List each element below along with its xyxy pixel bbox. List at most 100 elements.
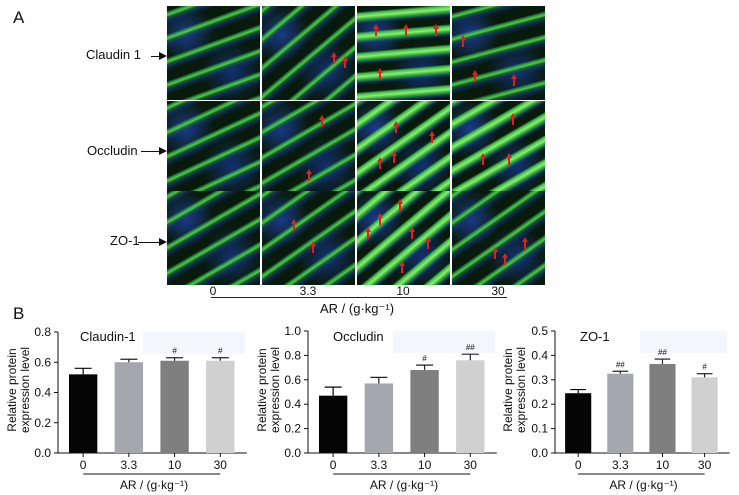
x-tick-label: 10 xyxy=(418,458,432,472)
background-shade xyxy=(143,332,245,354)
red-arrow-marker xyxy=(377,157,383,169)
micrograph-claudin1-dose30 xyxy=(452,6,545,100)
dose-label: 3.3 xyxy=(299,284,317,298)
x-axis-label: AR / (g·kg⁻¹) xyxy=(609,478,677,492)
bar xyxy=(691,377,718,453)
micrograph-claudin1-dose3-3 xyxy=(262,6,355,100)
micrograph-zo1-dose10 xyxy=(357,191,450,285)
red-arrow-marker xyxy=(403,24,409,36)
red-arrow-marker xyxy=(397,199,403,211)
red-arrow-marker xyxy=(391,151,397,163)
x-tick-label: 30 xyxy=(464,458,478,472)
row-arrow-zo-1 xyxy=(138,238,167,246)
x-tick-label: 0 xyxy=(575,458,582,472)
y-tick-label: 0.8 xyxy=(34,325,51,339)
y-axis-label: Relative proteinexpression level xyxy=(5,347,32,433)
row-arrow-claudin-1 xyxy=(151,52,167,60)
y-axis-label-line: Relative protein xyxy=(5,348,19,431)
micrograph-zo1-dose0 xyxy=(167,191,260,285)
micrograph-zo1-dose3-3 xyxy=(262,191,355,285)
red-arrow-marker xyxy=(377,213,383,225)
chart-title: ZO-1 xyxy=(580,329,610,344)
y-tick-label: 0.2 xyxy=(284,422,301,436)
y-axis-label-line: Relative protein xyxy=(255,348,269,431)
y-tick-label: 0.5 xyxy=(531,324,548,338)
red-arrow-marker xyxy=(310,241,316,253)
x-tick-label: 30 xyxy=(214,458,228,472)
red-arrow-marker xyxy=(511,74,517,86)
dose-label: 10 xyxy=(396,284,410,298)
x-axis-label: AR / (g·kg⁻¹) xyxy=(370,478,438,492)
row-arrow-occludin xyxy=(141,147,167,155)
y-tick-label: 0.6 xyxy=(284,373,301,387)
y-tick-label: 0.0 xyxy=(34,446,51,460)
x-tick-label: 10 xyxy=(168,458,182,472)
y-tick-label: 0.1 xyxy=(531,422,548,436)
background-shade xyxy=(393,331,495,353)
bar xyxy=(607,373,634,453)
red-arrow-marker xyxy=(510,113,516,125)
row-label-zo-1: ZO-1 xyxy=(110,233,140,248)
x-tick-label: 3.3 xyxy=(612,458,629,472)
micrograph-zo1-dose30 xyxy=(452,191,545,285)
bar xyxy=(114,362,144,453)
y-tick-label: 0.3 xyxy=(531,373,548,387)
y-tick-label: 0.0 xyxy=(531,446,548,460)
red-arrow-marker xyxy=(399,261,405,273)
bar xyxy=(410,370,439,453)
red-arrow-marker xyxy=(306,169,312,181)
x-tick-label: 10 xyxy=(656,458,670,472)
bar xyxy=(456,360,485,453)
red-arrow-marker xyxy=(291,219,297,231)
y-tick-label: 0.4 xyxy=(531,348,548,362)
red-arrow-marker xyxy=(480,153,486,165)
bar xyxy=(318,395,348,453)
x-tick-label: 0 xyxy=(330,458,337,472)
red-arrow-marker xyxy=(429,131,435,143)
red-arrow-marker xyxy=(502,253,508,265)
red-arrow-marker xyxy=(522,237,528,249)
micrograph-claudin1-dose10 xyxy=(357,6,450,100)
significance-mark: # xyxy=(702,363,707,372)
y-tick-label: 0.2 xyxy=(531,397,548,411)
x-tick-label: 30 xyxy=(698,458,712,472)
red-arrow-marker xyxy=(409,227,415,239)
bar xyxy=(649,363,676,453)
x-tick-label: 0 xyxy=(80,458,87,472)
y-tick-label: 0.0 xyxy=(284,446,301,460)
micrograph-claudin1-dose0 xyxy=(167,6,260,100)
x-tick-label: 3.3 xyxy=(371,458,388,472)
micrograph-occludin-dose3-3 xyxy=(262,101,355,195)
y-tick-label: 0.2 xyxy=(34,416,51,430)
micrograph-occludin-dose10 xyxy=(357,101,450,195)
significance-mark: # xyxy=(172,347,177,356)
y-axis-label-line: expression level xyxy=(18,347,32,433)
x-axis-label: AR / (g·kg⁻¹) xyxy=(120,478,188,492)
significance-mark: # xyxy=(218,347,223,356)
chart-title: Occludin xyxy=(333,329,384,344)
chart-occludin: 0.0 0.2 0.4 0.6 0.8 1.0 0 3.3 10 #30 ## Occludin Rel… xyxy=(255,324,497,492)
micrograph-occludin-dose30 xyxy=(452,101,545,195)
bar xyxy=(68,374,98,453)
dose-label: 30 xyxy=(491,284,505,298)
significance-mark: ## xyxy=(658,348,667,357)
background-shade xyxy=(640,331,727,353)
bar xyxy=(206,360,235,453)
row-label-occludin: Occludin xyxy=(87,143,138,158)
panel-b-letter: B xyxy=(13,304,25,323)
y-axis-label: Relative proteinexpression level xyxy=(501,347,528,433)
red-arrow-marker xyxy=(393,121,399,133)
panel-a-letter: A xyxy=(13,8,25,27)
y-tick-label: 0.8 xyxy=(284,348,301,362)
y-tick-label: 0.6 xyxy=(34,355,51,369)
red-arrow-marker xyxy=(472,70,478,82)
dose-label: 0 xyxy=(209,284,217,298)
y-tick-label: 0.4 xyxy=(284,397,301,411)
bar xyxy=(364,383,394,453)
red-arrow-marker xyxy=(331,52,337,64)
panel-a-x-title: AR / (g·kg⁻¹) xyxy=(320,301,395,316)
row-label-claudin-1: Claudin 1 xyxy=(86,47,141,62)
chart-title: Claudin-1 xyxy=(80,329,136,344)
bar xyxy=(160,360,189,453)
bar xyxy=(565,393,592,453)
